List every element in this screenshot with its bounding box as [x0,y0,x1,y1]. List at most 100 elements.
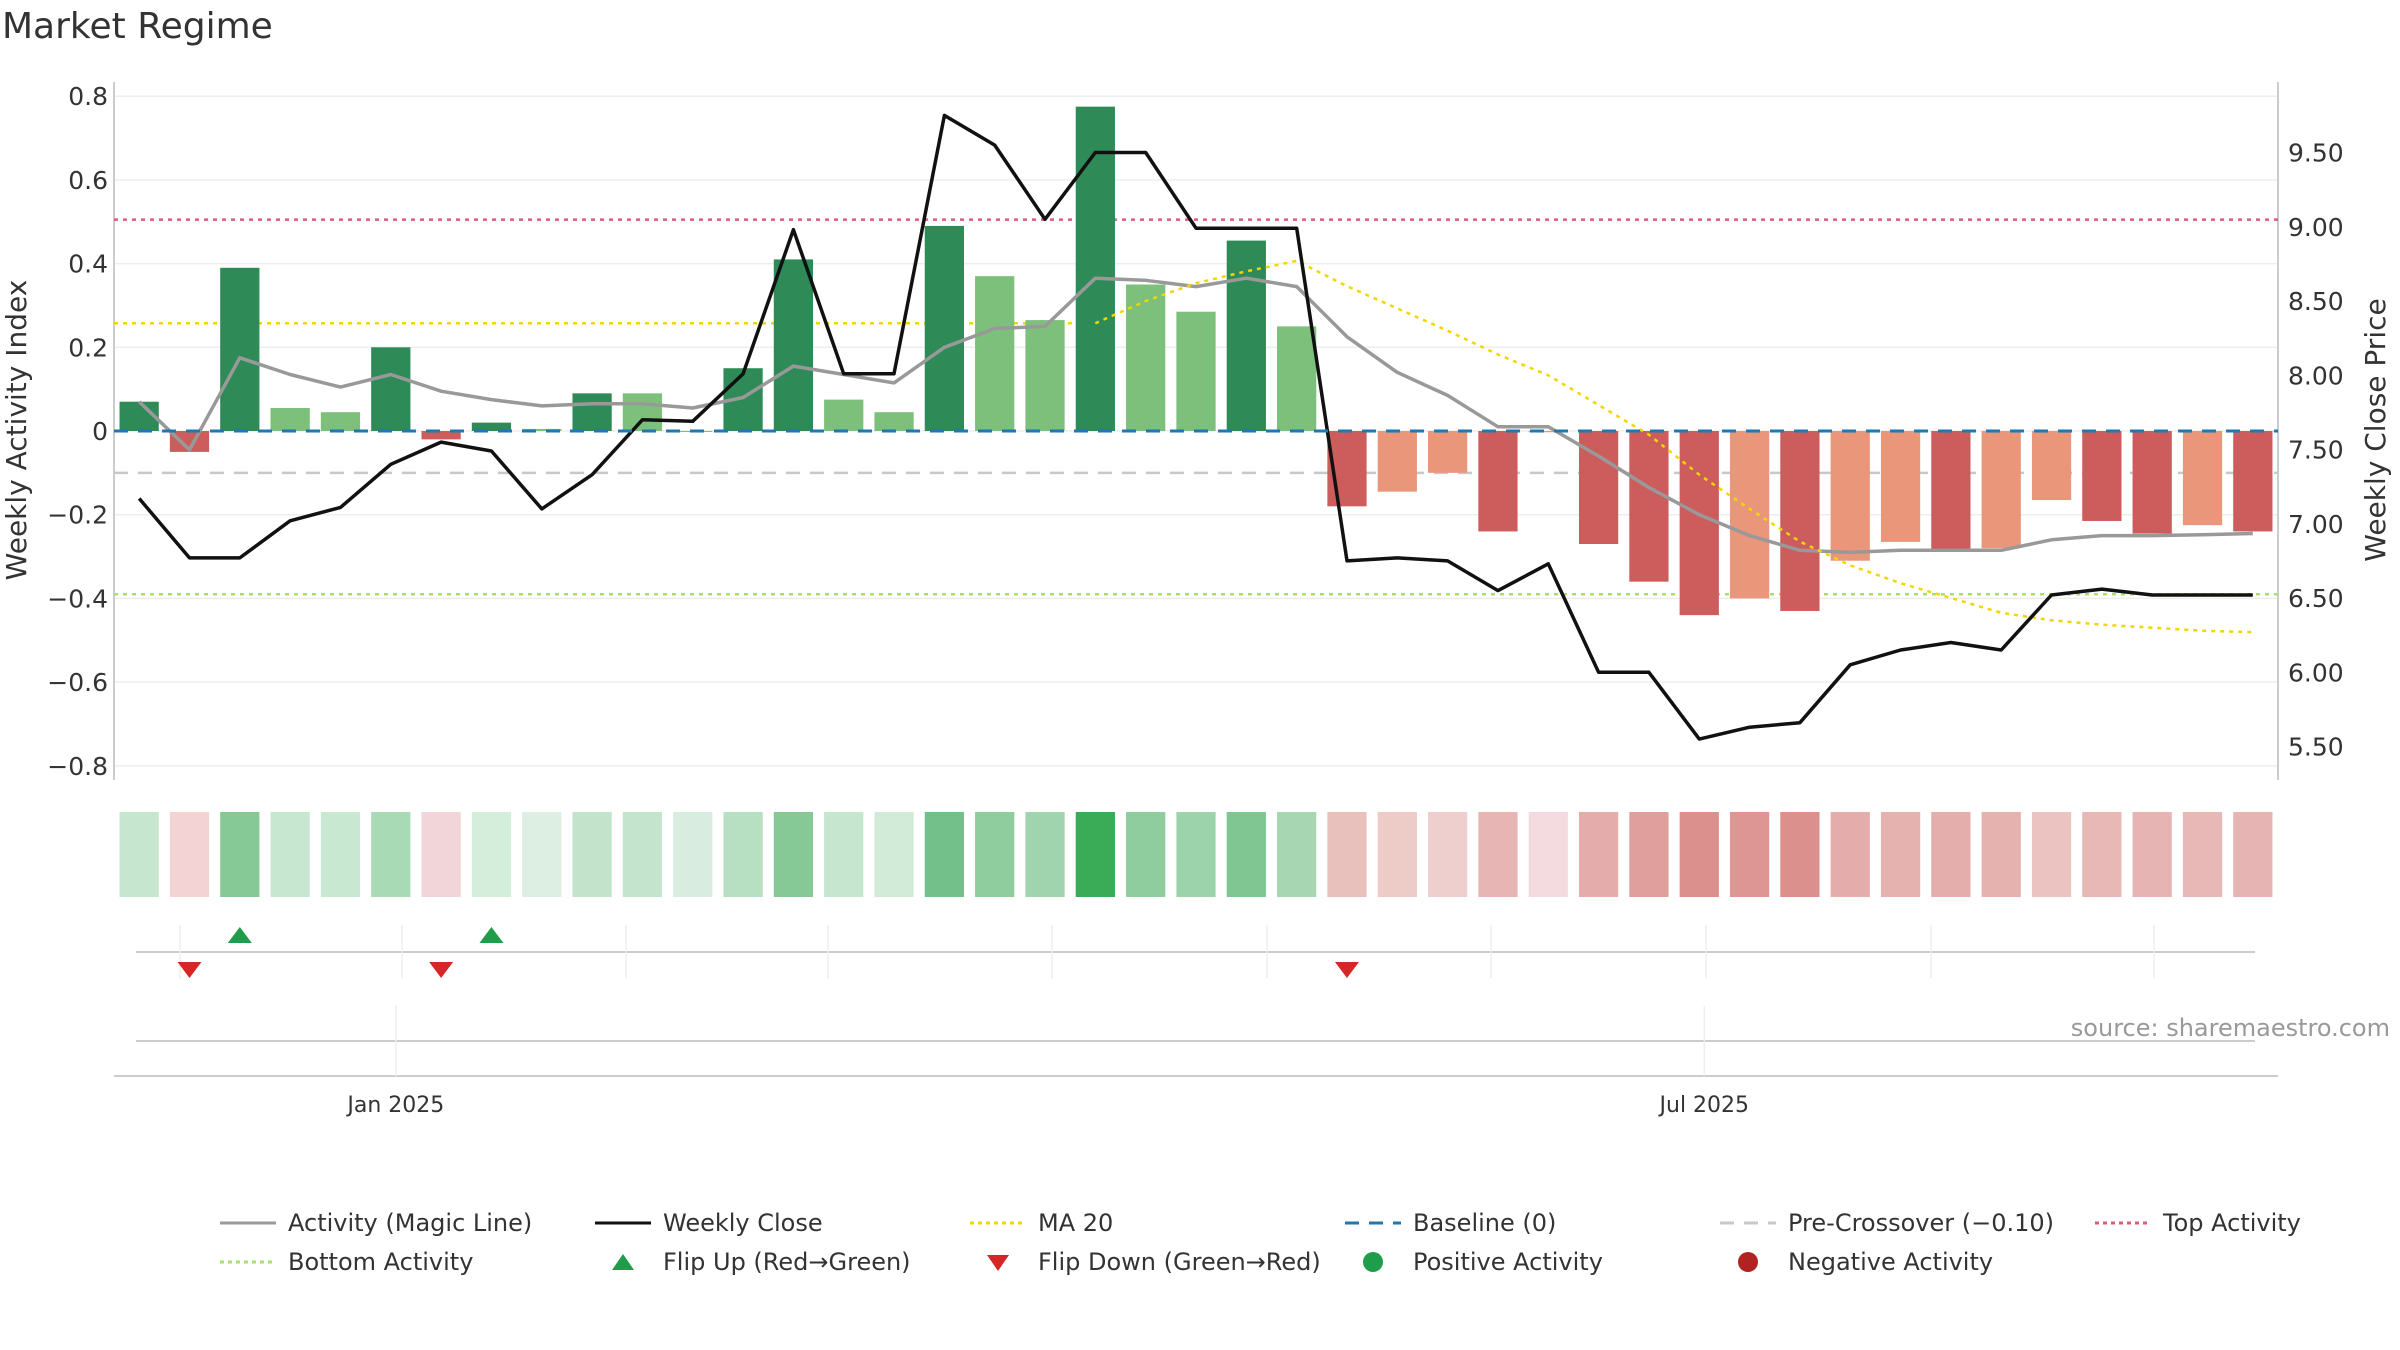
heat-cell [371,812,411,897]
legend-item-weekly-close: Weekly Close [593,1209,968,1237]
activity-bar [1830,431,1870,561]
legend-item-pre-crossover: Pre-Crossover (−0.10) [1718,1209,2093,1237]
activity-bar [1931,431,1971,551]
y-tick-label-left: 0 [92,417,108,446]
activity-bar [320,412,361,431]
activity-bar [169,431,210,452]
date-axis: Jan 2025 Jul 2025 [114,1006,2278,1118]
heat-cell [1478,812,1518,897]
activity-bar [824,399,864,431]
x-tick-label: Jul 2025 [1658,1093,1750,1118]
activity-bar [1629,431,1669,582]
heat-cell [1126,812,1166,897]
heat-cell [1277,812,1317,897]
activity-bar [1679,431,1719,616]
legend-item-magic-line: Activity (Magic Line) [218,1209,593,1237]
heat-cell [824,812,864,897]
activity-bar [1226,240,1266,431]
heat-cell [1880,812,1921,897]
flip-down-marker [429,962,454,978]
legend-label: Negative Activity [1788,1247,1994,1276]
legend-item-ma20: MA 20 [968,1209,1343,1237]
activity-bar [622,393,663,431]
activity-bar [421,431,461,440]
activity-bar [572,393,612,431]
legend-item-negative-activity: Negative Activity [1718,1248,2093,1276]
heat-cell [2182,812,2223,897]
y-tick-label-left: −0.6 [47,668,108,697]
heat-cell [1981,812,2021,897]
legend-label: Weekly Close [663,1208,823,1237]
y-tick-label-right: 9.50 [2288,139,2344,168]
legend-label: Baseline (0) [1413,1208,1557,1237]
heat-cell [2233,812,2273,897]
heat-cell [471,812,512,897]
y-axis-label-right: Weekly Close Price [2359,298,2392,561]
flip-up-marker [479,927,504,943]
heat-cell [220,812,260,897]
legend-label: Pre-Crossover (−0.10) [1788,1208,2055,1237]
flip-up-marker [227,927,252,943]
y-tick-label-left: 0.4 [68,250,108,279]
heat-cell [1780,812,1820,897]
activity-bar [1075,106,1115,431]
activity-bar [220,267,260,431]
heat-cell [1578,812,1619,897]
x-tick-label: Jan 2025 [345,1093,444,1118]
activity-bars [119,106,2273,616]
activity-bar [1377,431,1417,492]
heat-cell [1327,812,1367,897]
activity-bar [270,407,310,431]
legend-label: Flip Down (Green→Red) [1038,1247,1321,1276]
y-tick-label-left: 0.2 [68,333,108,362]
activity-bar [2132,431,2172,534]
activity-bar [471,422,512,431]
heat-cell [2082,812,2122,897]
activity-bar [2182,431,2223,526]
activity-bar [1880,431,1921,542]
heat-cell [1176,812,1216,897]
y-tick-label-left: 0.6 [68,166,108,195]
triangle-up-icon [612,1253,634,1270]
activity-bar [2082,431,2122,521]
heat-cell [1931,812,1971,897]
activity-bar [975,276,1015,431]
activity-bar [522,428,562,431]
legend-item-flip-up: Flip Up (Red→Green) [593,1248,968,1276]
y-tick-label-right: 7.00 [2288,510,2344,539]
legend-item-baseline: Baseline (0) [1343,1209,1718,1237]
heat-cell [169,812,210,897]
activity-bar [1126,284,1166,431]
heat-cell [975,812,1015,897]
legend-item-bottom-activity: Bottom Activity [218,1248,593,1276]
y-tick-label-left: 0.8 [68,82,108,111]
triangle-down-icon [987,1254,1009,1271]
heat-cell [2132,812,2172,897]
heat-cell [1629,812,1669,897]
heat-cell [723,812,763,897]
y-tick-label-right: 7.50 [2288,436,2344,465]
heat-cell [1377,812,1417,897]
flip-markers [136,925,2255,978]
dot-icon [1363,1251,1383,1272]
heat-cell [773,812,814,897]
activity-bar [2233,431,2273,532]
flip-down-marker [177,962,202,978]
activity-bar [371,347,411,431]
activity-bar [1780,431,1820,611]
activity-heat-strip [119,812,2273,897]
legend-label: Activity (Magic Line) [288,1208,533,1237]
heat-cell [622,812,663,897]
heat-cell [1830,812,1870,897]
legend-label: Flip Up (Red→Green) [663,1247,911,1276]
dot-icon [1738,1251,1758,1272]
heat-cell [270,812,310,897]
heat-cell [1025,812,1065,897]
heat-cell [320,812,361,897]
activity-bar [1176,311,1216,431]
activity-bar [773,259,814,431]
weekly-close-series [137,113,2253,741]
heat-cell [1729,812,1770,897]
legend-label: Top Activity [2163,1208,2301,1237]
